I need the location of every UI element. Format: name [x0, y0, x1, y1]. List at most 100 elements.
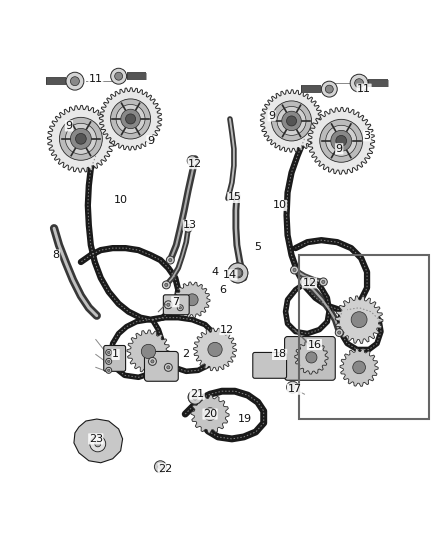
Polygon shape	[260, 90, 323, 152]
Polygon shape	[340, 349, 378, 386]
Bar	[300, 255, 429, 419]
Circle shape	[166, 256, 174, 264]
Circle shape	[164, 364, 172, 372]
Circle shape	[106, 358, 112, 365]
Circle shape	[192, 394, 198, 400]
Circle shape	[169, 259, 172, 262]
Circle shape	[110, 99, 151, 139]
Circle shape	[60, 117, 102, 160]
Circle shape	[167, 366, 170, 369]
Circle shape	[65, 123, 96, 155]
Circle shape	[208, 342, 222, 357]
Circle shape	[286, 381, 298, 393]
Text: 9: 9	[268, 111, 275, 121]
Circle shape	[188, 390, 202, 404]
Circle shape	[111, 68, 127, 84]
Circle shape	[151, 360, 154, 363]
Circle shape	[71, 128, 91, 149]
Text: 9: 9	[147, 136, 154, 146]
Text: 12: 12	[220, 325, 234, 335]
Circle shape	[187, 227, 190, 230]
Circle shape	[75, 133, 86, 144]
Polygon shape	[174, 282, 210, 318]
Text: 21: 21	[190, 389, 204, 399]
Circle shape	[107, 360, 110, 362]
Text: 9: 9	[336, 144, 343, 154]
Text: 19: 19	[238, 414, 252, 424]
Circle shape	[335, 329, 343, 336]
Circle shape	[272, 101, 311, 141]
Text: 11: 11	[89, 74, 103, 84]
Circle shape	[228, 263, 248, 283]
Text: 2: 2	[182, 350, 189, 359]
Text: 1: 1	[112, 350, 119, 359]
Circle shape	[186, 294, 198, 306]
FancyBboxPatch shape	[285, 336, 335, 380]
Circle shape	[165, 284, 168, 286]
Text: 22: 22	[158, 464, 173, 474]
Text: 11: 11	[357, 84, 371, 94]
Text: 6: 6	[219, 285, 226, 295]
Circle shape	[204, 408, 216, 421]
Circle shape	[115, 72, 123, 80]
Circle shape	[95, 441, 101, 447]
Text: 13: 13	[183, 220, 197, 230]
Circle shape	[107, 369, 110, 372]
Text: 7: 7	[172, 297, 179, 307]
Circle shape	[162, 281, 170, 289]
Circle shape	[277, 107, 306, 135]
Text: 4: 4	[212, 267, 219, 277]
Circle shape	[282, 111, 301, 131]
Circle shape	[321, 81, 337, 97]
Circle shape	[187, 156, 197, 166]
Polygon shape	[47, 106, 114, 172]
Polygon shape	[191, 395, 229, 433]
FancyBboxPatch shape	[145, 351, 178, 381]
Circle shape	[326, 125, 357, 156]
Circle shape	[320, 119, 363, 162]
Polygon shape	[295, 341, 328, 374]
Text: 20: 20	[203, 409, 217, 419]
FancyBboxPatch shape	[163, 295, 189, 314]
Circle shape	[322, 280, 325, 284]
Polygon shape	[335, 296, 383, 343]
Circle shape	[306, 352, 317, 363]
Text: 3: 3	[364, 131, 371, 141]
Circle shape	[290, 266, 298, 274]
FancyBboxPatch shape	[253, 352, 286, 378]
Text: 10: 10	[113, 196, 127, 205]
Circle shape	[355, 79, 364, 87]
Polygon shape	[308, 108, 374, 174]
Polygon shape	[99, 88, 162, 150]
Circle shape	[325, 85, 333, 93]
Circle shape	[338, 331, 341, 334]
Text: 12: 12	[302, 278, 317, 288]
Circle shape	[351, 312, 367, 328]
Circle shape	[184, 224, 192, 232]
Text: 23: 23	[89, 434, 103, 444]
Circle shape	[90, 436, 106, 452]
Polygon shape	[74, 419, 123, 463]
Circle shape	[158, 464, 163, 469]
Text: 18: 18	[272, 350, 287, 359]
Circle shape	[71, 77, 79, 86]
Circle shape	[350, 74, 368, 92]
Text: 15: 15	[228, 192, 242, 203]
Circle shape	[188, 390, 202, 404]
Circle shape	[106, 367, 112, 373]
Circle shape	[233, 268, 243, 278]
Circle shape	[155, 461, 166, 473]
Circle shape	[167, 303, 170, 306]
Text: 14: 14	[223, 270, 237, 280]
Circle shape	[164, 301, 172, 309]
Text: 9: 9	[65, 121, 73, 131]
Circle shape	[331, 131, 352, 151]
Circle shape	[107, 351, 110, 353]
Polygon shape	[127, 330, 170, 373]
Circle shape	[106, 350, 112, 356]
Circle shape	[286, 116, 297, 126]
Circle shape	[303, 280, 307, 284]
Circle shape	[141, 344, 155, 359]
Circle shape	[234, 269, 242, 277]
Circle shape	[228, 263, 248, 283]
